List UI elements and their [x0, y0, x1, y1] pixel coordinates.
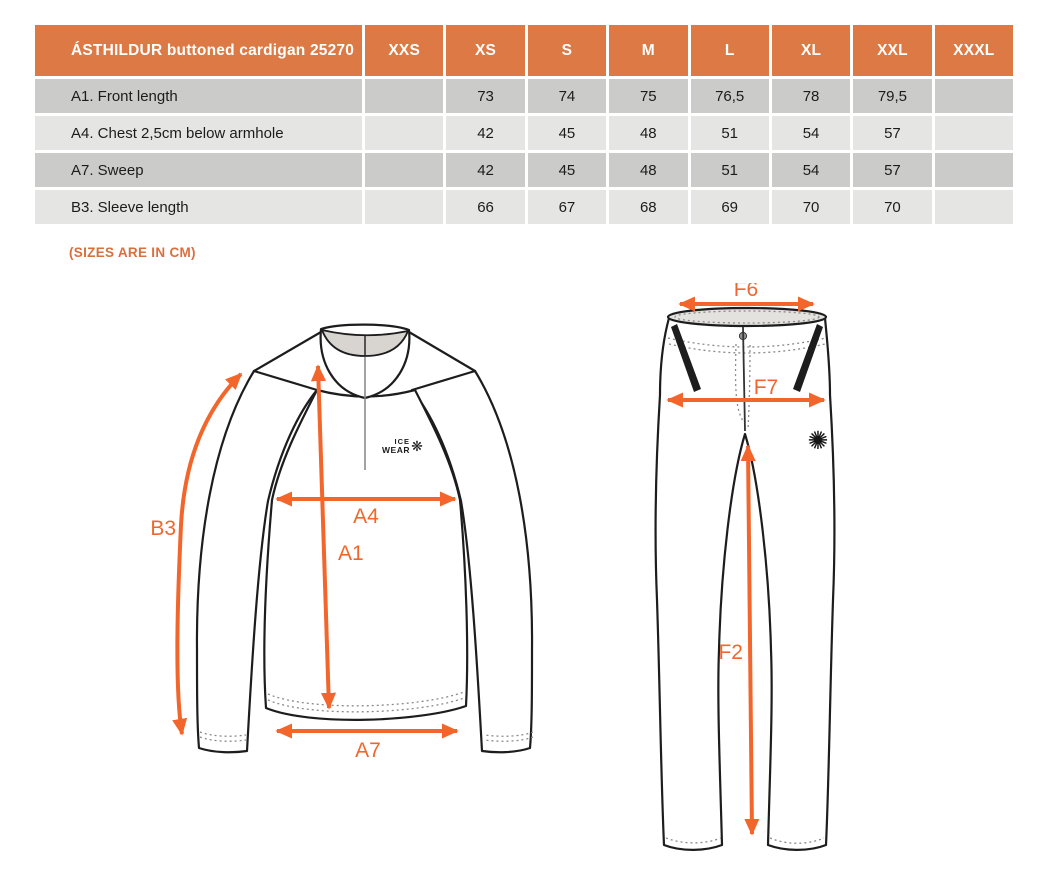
size-column-header-xxs: XXS [365, 25, 444, 76]
snowflake-icon: ✺ [808, 427, 829, 455]
waistband-stitching [667, 337, 827, 348]
size-value-cell: 51 [690, 116, 769, 150]
size-value-cell [934, 79, 1013, 113]
size-value-cell: 68 [609, 190, 688, 224]
a1-arrow [310, 364, 337, 710]
measurement-row-label: A4. Chest 2,5cm below armhole [35, 116, 362, 150]
sizes-note: (SIZES ARE IN CM) [69, 245, 196, 260]
size-value-cell: 45 [527, 116, 607, 150]
right-cuff-stitching [483, 731, 534, 737]
f7-label: F7 [754, 376, 779, 399]
size-value-cell: 69 [690, 190, 769, 224]
b3-arrow [172, 372, 243, 736]
size-value-cell: 48 [609, 153, 688, 187]
size-value-cell [365, 79, 444, 113]
left-pocket [671, 324, 701, 392]
size-value-cell: 48 [609, 116, 688, 150]
size-value-cell: 70 [771, 190, 851, 224]
size-value-cell: 76,5 [690, 79, 769, 113]
right-cuff-stitching [483, 736, 534, 742]
size-value-cell: 42 [446, 116, 525, 150]
size-column-header-xxxl: XXXL [934, 25, 1013, 76]
left-shoulder-seam [252, 330, 323, 373]
fly-center-line [742, 326, 746, 432]
size-value-cell [365, 153, 444, 187]
size-value-cell: 70 [853, 190, 932, 224]
b3-label: B3 [150, 517, 176, 540]
size-column-header-m: M [609, 25, 688, 76]
size-column-header-xl: XL [771, 25, 851, 76]
cardigan-diagram: ICE WEAR ❋ B3 A4 A1 A7 [150, 323, 534, 762]
size-value-cell: 45 [527, 153, 607, 187]
left-hem-stitching [665, 837, 722, 844]
size-value-cell: 66 [446, 190, 525, 224]
size-value-cell: 42 [446, 153, 525, 187]
size-value-cell [365, 190, 444, 224]
size-value-cell [934, 153, 1013, 187]
a1-label: A1 [338, 542, 364, 565]
size-value-cell: 78 [771, 79, 851, 113]
size-value-cell: 51 [690, 153, 769, 187]
measurement-row-label: B3. Sleeve length [35, 190, 362, 224]
size-table: ÁSTHILDUR buttoned cardigan 25270 XXS XS… [35, 25, 1013, 224]
right-pocket [793, 324, 823, 392]
size-value-cell: 79,5 [853, 79, 932, 113]
size-column-header-l: L [690, 25, 769, 76]
right-hem-stitching [769, 837, 825, 844]
icewear-logo: ICE WEAR ❋ [382, 437, 423, 455]
size-value-cell [934, 190, 1013, 224]
icewear-logo-line2: WEAR [382, 445, 410, 455]
size-value-cell: 73 [446, 79, 525, 113]
a7-label: A7 [355, 739, 381, 762]
table-title: ÁSTHILDUR buttoned cardigan 25270 [35, 25, 362, 76]
size-value-cell: 57 [853, 153, 932, 187]
size-value-cell: 75 [609, 79, 688, 113]
f2-label: F2 [718, 641, 743, 664]
icewear-logo-line1: ICE [394, 437, 410, 446]
waist-stitching [674, 310, 820, 324]
size-column-header-xxl: XXL [853, 25, 932, 76]
size-value-cell: 57 [853, 116, 932, 150]
size-value-cell: 74 [527, 79, 607, 113]
snowflake-icon: ❋ [411, 438, 423, 454]
size-value-cell: 54 [771, 116, 851, 150]
measurement-row-label: A7. Sweep [35, 153, 362, 187]
size-value-cell: 54 [771, 153, 851, 187]
size-column-header-s: S [527, 25, 607, 76]
f6-label: F6 [734, 283, 759, 301]
size-value-cell [934, 116, 1013, 150]
waist-opening [666, 306, 828, 328]
a4-label: A4 [353, 505, 379, 528]
fly-stitching [734, 343, 744, 422]
pants-body [654, 316, 836, 851]
right-shoulder-seam [407, 330, 477, 373]
pants-diagram: ✺ F6 F7 F2 [654, 283, 836, 851]
f2-arrow [740, 444, 760, 836]
fly-stitching [747, 344, 751, 430]
measurement-row-label: A1. Front length [35, 79, 362, 113]
size-column-header-xs: XS [446, 25, 525, 76]
size-value-cell [365, 116, 444, 150]
size-value-cell: 67 [527, 190, 607, 224]
